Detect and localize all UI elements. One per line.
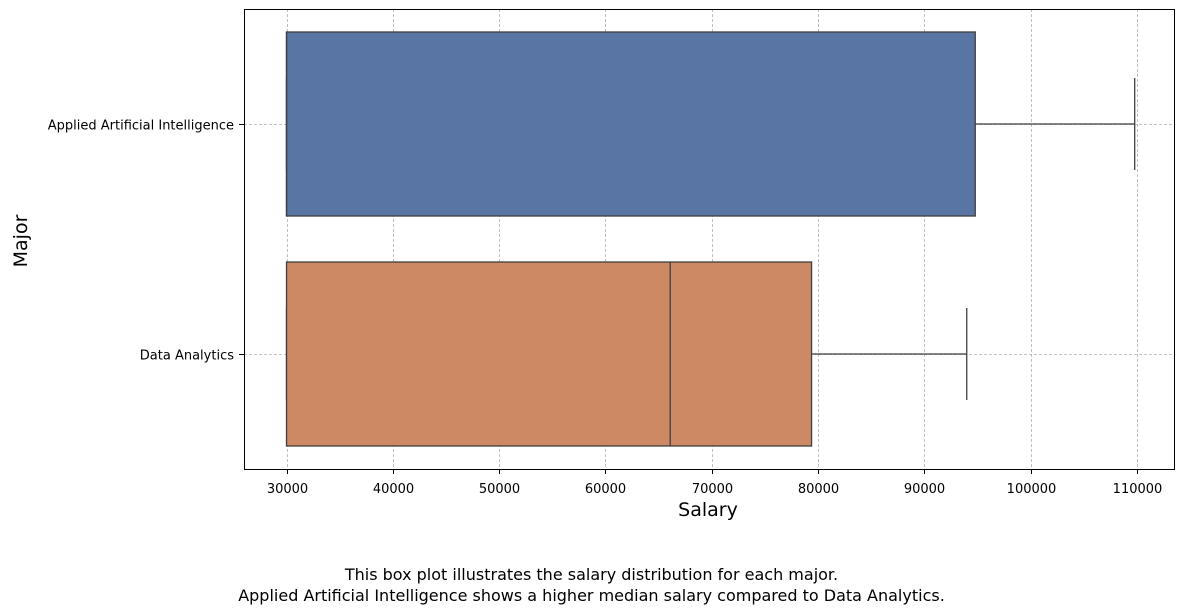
caption-line-1: This box plot illustrates the salary dis…	[344, 565, 839, 584]
caption-line-2: Applied Artificial Intelligence shows a …	[238, 586, 945, 605]
x-tick-label: 50000	[479, 482, 520, 497]
box-iqr	[285, 31, 976, 217]
x-axis-title: Salary	[678, 499, 738, 521]
y-ticks: Applied Artificial Intelligence Data Anal…	[48, 119, 244, 364]
y-tick-label: Data Analytics	[140, 349, 234, 364]
x-tick-label: 110000	[1113, 482, 1163, 497]
x-tick-label: 100000	[1007, 482, 1057, 497]
x-tick-label: 60000	[585, 482, 626, 497]
box-iqr	[285, 261, 813, 447]
y-tick-label: Applied Artificial Intelligence	[48, 119, 234, 134]
boxes-layer	[285, 31, 1136, 447]
x-tick-label: 90000	[904, 482, 945, 497]
x-tick-label: 30000	[267, 482, 308, 497]
x-tick-label: 40000	[373, 482, 414, 497]
caption: This box plot illustrates the salary dis…	[0, 564, 1183, 606]
y-axis-title: Major	[10, 214, 32, 267]
box-plot-chart: 30000 40000 50000 60000 70000 80000 90000 10000…	[10, 9, 1175, 521]
x-ticks: 30000 40000 50000 60000 70000 80000 90000 10000…	[267, 469, 1163, 497]
x-tick-label: 70000	[692, 482, 733, 497]
plot-frame	[244, 9, 1175, 470]
x-tick-label: 80000	[798, 482, 839, 497]
